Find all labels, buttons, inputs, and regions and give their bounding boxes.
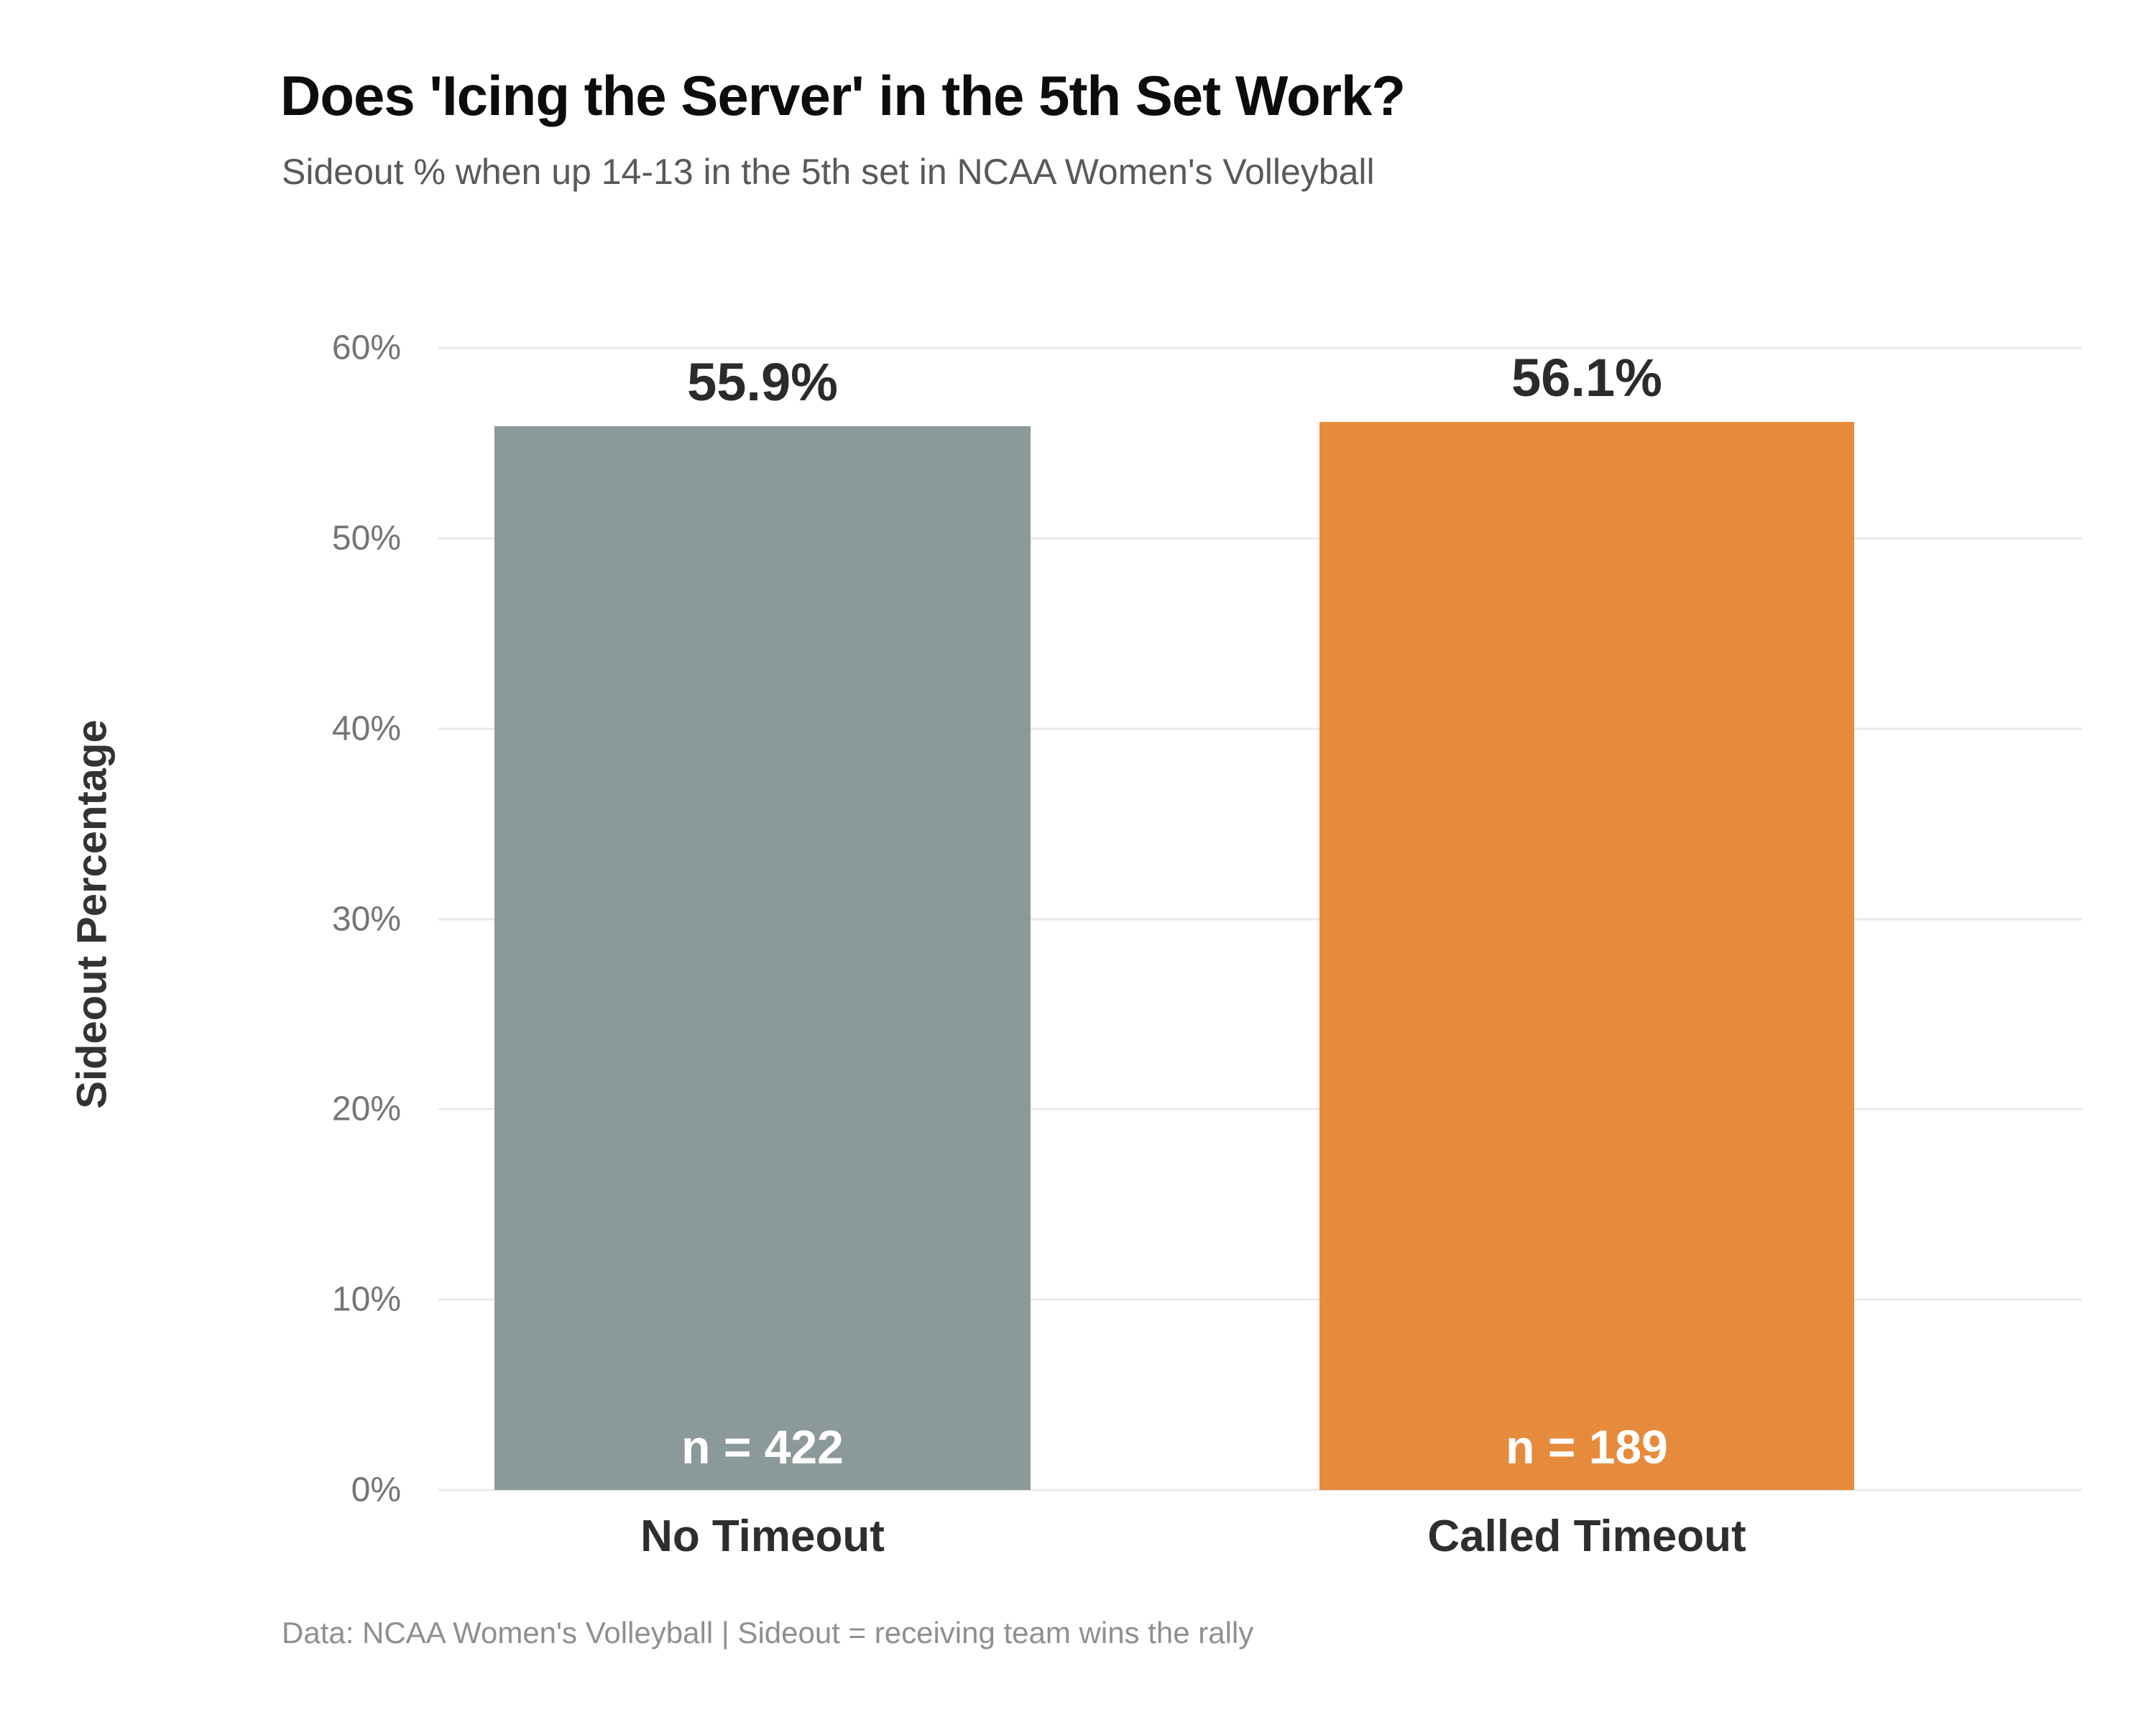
source-note: Data: NCAA Women's Volleyball | Sideout … <box>282 1616 1254 1650</box>
gridline <box>438 537 2082 540</box>
bar-n-label: n = 189 <box>1506 1420 1668 1473</box>
y-tick-label: 50% <box>331 519 401 558</box>
gridline <box>438 1298 2082 1301</box>
y-tick-label: 40% <box>331 709 401 748</box>
chart-subtitle: Sideout % when up 14-13 in the 5th set i… <box>282 152 1375 192</box>
gridline <box>438 1489 2082 1491</box>
chart-title: Does 'Icing the Server' in the 5th Set W… <box>280 64 1406 127</box>
y-tick-label: 20% <box>331 1090 401 1128</box>
gridline <box>438 727 2082 730</box>
y-tick-label: 0% <box>351 1471 401 1509</box>
bar-value-label: 55.9% <box>687 351 838 412</box>
bar-no-timeout: 55.9% n = 422 No Timeout <box>494 352 1031 1561</box>
gridline <box>438 918 2082 920</box>
y-axis-title: Sideout Percentage <box>68 719 116 1109</box>
y-tick-label: 10% <box>331 1280 401 1319</box>
bar-called-timeout: 56.1% n = 189 Called Timeout <box>1319 348 1854 1561</box>
x-category-label: Called Timeout <box>1427 1512 1746 1561</box>
plot-area: 60% 50% 40% 30% 20% 10% 0% 55.9% n = 422 No Ti… <box>332 329 2082 1561</box>
y-tick-label: 30% <box>331 900 401 938</box>
y-tick-label: 60% <box>331 328 401 367</box>
bar-n-label: n = 422 <box>681 1420 844 1473</box>
gridline <box>438 1108 2082 1110</box>
bar-value-label: 56.1% <box>1511 348 1662 408</box>
x-category-label: No Timeout <box>640 1512 885 1561</box>
gridline <box>438 346 2082 349</box>
